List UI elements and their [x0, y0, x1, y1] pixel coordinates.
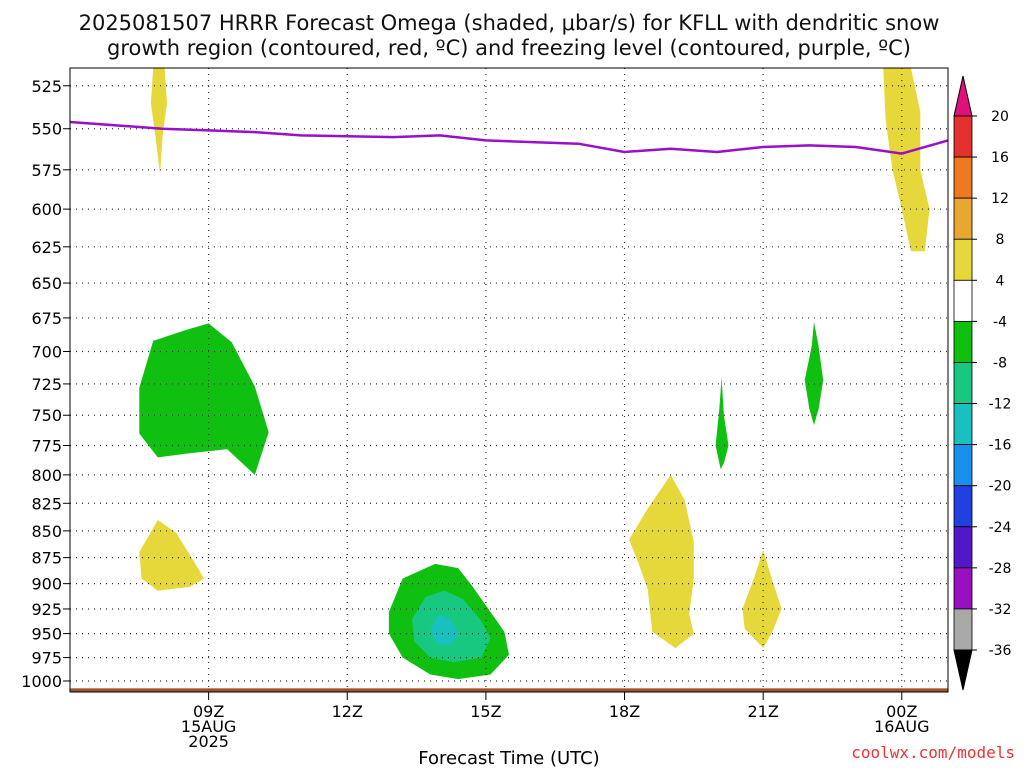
x-tick-label: 15Z: [470, 702, 501, 721]
y-tick-label: 875: [31, 549, 62, 568]
y-tick-label: 850: [31, 522, 62, 541]
omega-regions: [139, 68, 930, 680]
colorbar-bin: [953, 115, 973, 158]
grid-lines: [70, 68, 948, 692]
x-tick-label: 18Z: [609, 702, 640, 721]
colorbar-label: 16: [991, 150, 1009, 166]
y-tick-label: 1000: [21, 672, 62, 691]
colorbar-bin: [953, 403, 973, 446]
colorbar-bin: [953, 320, 973, 363]
y-tick-label: 650: [31, 274, 62, 293]
y-tick-label: 975: [31, 649, 62, 668]
colorbar-label: -24: [989, 520, 1012, 536]
colorbar-bin: [953, 197, 973, 240]
y-tick-label: 675: [31, 309, 62, 328]
y-tick-label: 550: [31, 120, 62, 139]
colorbar-label: -28: [989, 561, 1012, 577]
x-tick-label: 21Z: [747, 702, 778, 721]
colorbar-label: -20: [989, 479, 1012, 495]
y-tick-label: 625: [31, 238, 62, 257]
colorbar-label: -32: [989, 602, 1012, 618]
colorbar-bin: [953, 156, 973, 199]
x-tick-label: 15AUG: [181, 717, 236, 736]
y-axis: 525 550 575 600 625 650 675 700 725 750 775 800 825 8…: [21, 77, 70, 691]
x-tick-label: 16AUG: [874, 717, 929, 736]
omega-region: [139, 323, 269, 475]
y-tick-label: 700: [31, 343, 62, 362]
colorbar-bin: [953, 238, 973, 281]
colorbar-label: -4: [993, 314, 1007, 330]
x-tick-label: 12Z: [332, 702, 363, 721]
omega-region: [715, 377, 729, 470]
terrain-layer: [70, 688, 948, 692]
omega-region: [804, 322, 824, 425]
colorbar-label: 4: [996, 273, 1005, 289]
y-tick-label: 825: [31, 494, 62, 513]
colorbar-bin: [953, 362, 973, 404]
omega-region: [629, 474, 694, 649]
y-tick-label: 925: [31, 600, 62, 619]
y-tick-label: 725: [31, 375, 62, 394]
omega-region: [883, 68, 930, 252]
y-tick-label: 525: [31, 77, 62, 96]
omega-region: [430, 613, 459, 646]
freezing-level-line: [69, 120, 949, 155]
y-tick-label: 800: [31, 466, 62, 485]
colorbar-label: 8: [996, 232, 1005, 248]
x-tick-label: 00Z: [886, 702, 917, 721]
y-tick-label: 900: [31, 575, 62, 594]
y-tick-label: 750: [31, 406, 62, 425]
colorbar: 20 16 12 8 4 -4 -8 -12 -16 -20 -24 -28 -32 -36: [953, 75, 1012, 691]
omega-region: [742, 550, 782, 649]
colorbar-label: -12: [989, 397, 1012, 413]
colorbar-bin: [953, 567, 973, 610]
colorbar-bin: [953, 279, 973, 322]
colorbar-label: -36: [989, 643, 1012, 659]
chart-title: 2025081507 HRRR Forecast Omega (shaded, …: [79, 11, 940, 60]
omega-region: [139, 519, 204, 591]
colorbar-label: -8: [993, 355, 1007, 371]
colorbar-label: -16: [989, 438, 1012, 454]
freezing-level-layer: [69, 120, 949, 155]
colorbar-label: 12: [991, 191, 1009, 207]
colorbar-bin: [953, 485, 973, 528]
colorbar-bottom-arrow: [953, 649, 973, 691]
y-tick-label: 600: [31, 200, 62, 219]
colorbar-bin: [953, 526, 973, 569]
credit-text: coolwx.com/models: [851, 743, 1015, 762]
plot-frame: [69, 67, 949, 693]
colorbar-bin: [953, 608, 973, 651]
y-tick-label: 950: [31, 625, 62, 644]
omega-region: [150, 68, 167, 175]
colorbar-top-arrow: [953, 75, 973, 117]
y-tick-label: 575: [31, 161, 62, 180]
x-tick-label: 2025: [188, 732, 229, 751]
colorbar-bin: [953, 444, 973, 487]
title-line-1: 2025081507 HRRR Forecast Omega (shaded, …: [79, 11, 940, 35]
title-line-2: growth region (contoured, red, ºC) and f…: [107, 36, 911, 60]
colorbar-label: 20: [991, 109, 1009, 125]
y-tick-label: 775: [31, 437, 62, 456]
x-tick-label: 09Z: [193, 702, 224, 721]
x-axis-title: Forecast Time (UTC): [418, 748, 599, 768]
terrain-band: [70, 688, 948, 692]
